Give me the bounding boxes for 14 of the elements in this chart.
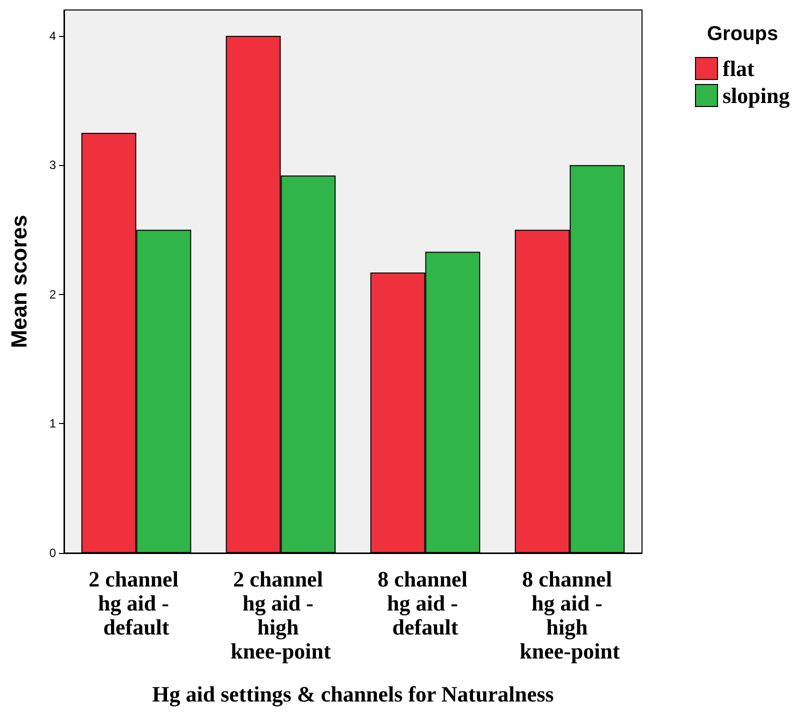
y-tick-label: 3: [49, 158, 56, 172]
x-tick-label: 2 channel hg aid - high knee-point: [230, 566, 332, 664]
legend-label: sloping: [722, 83, 790, 108]
y-tick-label: 2: [49, 287, 56, 302]
y-tick-label: 0: [49, 546, 56, 560]
y-tick-label: 1: [49, 416, 56, 431]
x-axis-title: Hg aid settings & channels for Naturalness: [152, 682, 554, 706]
legend-title: Groups: [707, 23, 778, 45]
x-tick-label: 8 channel hg aid - high knee-point: [520, 566, 621, 664]
x-tick-label: 2 channel hg aid - default: [88, 566, 184, 640]
legend-label: flat: [722, 56, 755, 81]
y-axis-title: Mean scores: [6, 214, 32, 348]
y-tick-label: 4: [49, 28, 56, 43]
x-tick-label: 8 channel hg aid - default: [378, 566, 473, 640]
